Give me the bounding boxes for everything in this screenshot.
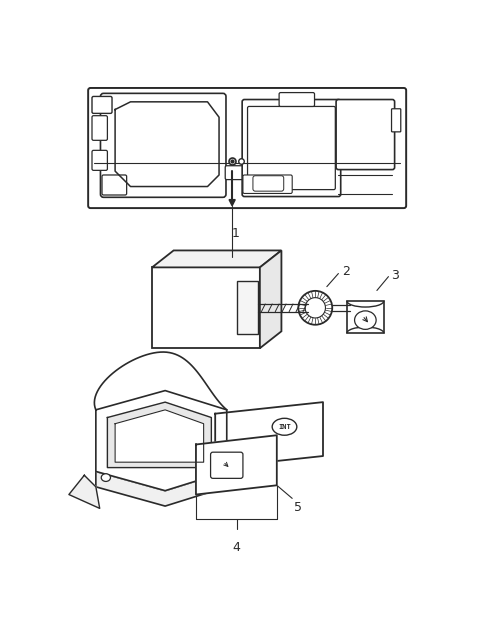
FancyBboxPatch shape	[92, 150, 108, 170]
FancyBboxPatch shape	[100, 94, 226, 197]
Polygon shape	[96, 391, 227, 490]
FancyBboxPatch shape	[211, 452, 243, 479]
Ellipse shape	[272, 418, 297, 436]
Bar	[347, 301, 384, 333]
FancyBboxPatch shape	[92, 97, 112, 114]
Polygon shape	[260, 250, 281, 348]
Polygon shape	[96, 471, 227, 506]
FancyBboxPatch shape	[243, 175, 292, 193]
FancyBboxPatch shape	[88, 88, 406, 208]
Polygon shape	[115, 410, 204, 462]
Text: 4: 4	[233, 541, 240, 553]
Text: 2: 2	[342, 265, 350, 278]
FancyBboxPatch shape	[392, 109, 401, 132]
Ellipse shape	[101, 474, 110, 482]
FancyBboxPatch shape	[225, 166, 252, 180]
Bar	[237, 281, 258, 334]
Text: 5: 5	[294, 500, 302, 514]
Polygon shape	[196, 436, 277, 495]
Polygon shape	[215, 402, 323, 467]
FancyBboxPatch shape	[253, 176, 284, 191]
FancyBboxPatch shape	[242, 99, 341, 197]
FancyBboxPatch shape	[92, 115, 108, 140]
Text: 1: 1	[231, 227, 239, 240]
Bar	[152, 267, 260, 348]
Ellipse shape	[355, 311, 376, 329]
Polygon shape	[108, 402, 211, 467]
FancyBboxPatch shape	[102, 175, 127, 195]
FancyBboxPatch shape	[336, 99, 395, 170]
Text: INT: INT	[278, 424, 291, 430]
FancyBboxPatch shape	[279, 92, 314, 107]
Polygon shape	[229, 200, 235, 206]
Ellipse shape	[299, 291, 332, 324]
Polygon shape	[152, 250, 281, 267]
Ellipse shape	[305, 298, 325, 318]
Text: 3: 3	[391, 268, 398, 281]
Polygon shape	[69, 475, 100, 509]
FancyBboxPatch shape	[248, 107, 336, 190]
